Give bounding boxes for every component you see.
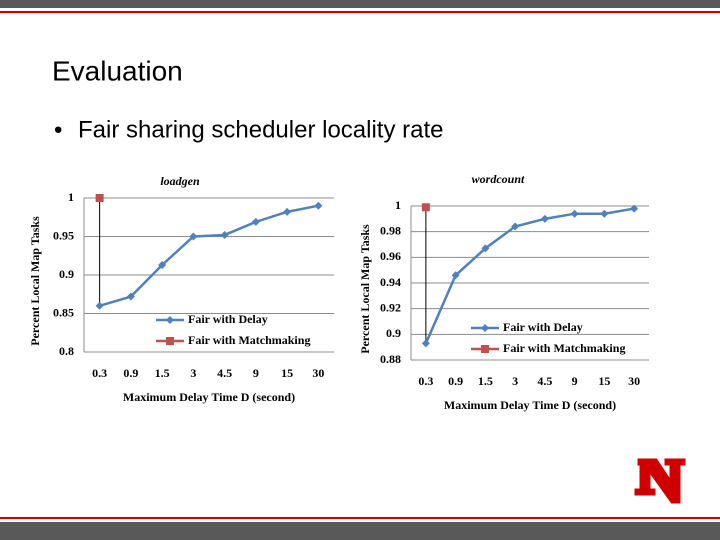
slide-title: Evaluation: [52, 55, 183, 86]
y-tick-label: 0.94: [380, 275, 401, 289]
y-tick-label: 0.9: [386, 326, 401, 340]
x-tick-label: 15: [598, 374, 610, 388]
bullet-text: Fair sharing scheduler locality rate: [78, 116, 444, 143]
x-tick-label: 9: [253, 366, 259, 380]
y-axis-label: Percent Local Map Tasks: [28, 216, 42, 346]
x-tick-label: 3: [512, 374, 518, 388]
marker: [481, 324, 489, 332]
top-bar: [0, 0, 720, 8]
marker: [283, 207, 292, 216]
y-tick-label: 0.88: [380, 352, 401, 366]
marker: [314, 201, 323, 210]
marker: [126, 292, 135, 301]
marker: [95, 301, 104, 310]
y-tick-label: 0.9: [59, 267, 74, 281]
x-tick-label: 0.9: [123, 366, 138, 380]
x-tick-label: 1.5: [478, 374, 493, 388]
legend-label: Fair with Matchmaking: [503, 341, 625, 355]
marker: [95, 194, 104, 202]
series-line: [99, 204, 319, 307]
series-line: [424, 207, 635, 344]
marker: [166, 337, 174, 345]
marker: [158, 260, 167, 269]
x-tick-label: 4.5: [537, 374, 552, 388]
bullet-dot: •: [54, 116, 62, 143]
y-tick-label: 0.96: [380, 249, 401, 263]
marker: [421, 339, 430, 348]
y-tick-label: 1: [395, 198, 401, 212]
x-tick-label: 9: [572, 374, 578, 388]
x-tick-label: 30: [628, 374, 640, 388]
marker: [630, 204, 639, 213]
x-tick-label: 1.5: [155, 366, 170, 380]
x-axis-label: Maximum Delay Time D (second): [444, 398, 616, 412]
y-tick-label: 0.98: [380, 223, 401, 237]
x-axis-label: Maximum Delay Time D (second): [123, 390, 295, 404]
legend-label: Fair with Matchmaking: [188, 333, 310, 347]
logo: [633, 457, 687, 505]
chart-title: wordcount: [472, 172, 525, 186]
x-tick-label: 30: [312, 366, 324, 380]
marker: [251, 217, 260, 226]
marker: [220, 230, 229, 239]
marker: [600, 209, 609, 218]
x-tick-label: 15: [281, 366, 293, 380]
y-tick-label: 0.85: [53, 305, 74, 319]
bottom-bar: [0, 522, 720, 540]
x-tick-label: 4.5: [217, 366, 232, 380]
y-axis-label: Percent Local Map Tasks: [358, 224, 372, 354]
marker: [421, 203, 430, 212]
x-tick-label: 0.3: [92, 366, 107, 380]
y-tick-label: 0.92: [380, 300, 401, 314]
marker: [451, 271, 460, 280]
marker: [540, 214, 549, 223]
legend-label: Fair with Delay: [188, 312, 268, 326]
y-tick-label: 0.95: [53, 228, 74, 242]
marker: [481, 345, 489, 353]
x-tick-label: 0.9: [448, 374, 463, 388]
marker: [189, 232, 198, 241]
marker: [166, 316, 174, 324]
marker: [570, 209, 579, 218]
chart-title: loadgen: [160, 174, 200, 188]
marker: [511, 222, 520, 231]
marker: [481, 244, 490, 253]
y-tick-label: 0.8: [59, 344, 74, 358]
x-tick-label: 3: [190, 366, 196, 380]
x-tick-label: 0.3: [418, 374, 433, 388]
y-tick-label: 1: [68, 190, 74, 204]
legend-label: Fair with Delay: [503, 320, 583, 334]
